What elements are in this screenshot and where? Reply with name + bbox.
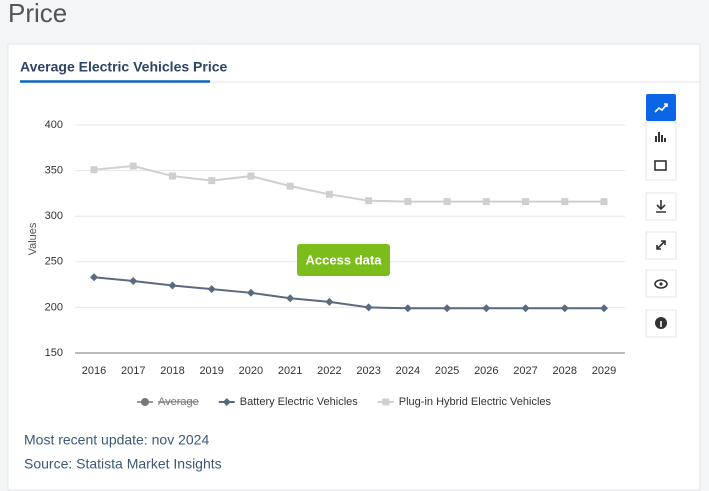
source-note: Source: Statista Market Insights: [24, 456, 222, 472]
series-line: [93, 276, 604, 310]
x-tick-label: 2024: [396, 365, 420, 377]
legend-label: Battery Electric Vehicles: [240, 396, 358, 408]
point: [364, 303, 373, 312]
page-title: Price: [8, 0, 67, 28]
table-button[interactable]: [654, 160, 667, 171]
point: [207, 285, 216, 294]
point: [443, 304, 452, 313]
y-tick-label: 150: [45, 347, 63, 359]
x-tick-label: 2021: [278, 365, 302, 377]
icon: [654, 279, 668, 289]
point: [600, 198, 608, 206]
plot: 150 200 250 300 350 400 2016 2017 2018 2019 2020 20…: [45, 119, 625, 408]
point: [246, 288, 255, 297]
point: [168, 172, 176, 180]
point: [482, 198, 490, 206]
x-tick-label: 2018: [160, 365, 184, 377]
point: [600, 304, 608, 313]
bar-chart-button[interactable]: [655, 132, 666, 142]
y-tick-label: 200: [45, 301, 63, 313]
point: [403, 304, 412, 313]
y-tick-label: 300: [45, 210, 63, 222]
point: [129, 162, 137, 170]
point: [561, 198, 569, 206]
legend-label: Plug-in Hybrid Electric Vehicles: [399, 396, 552, 408]
point: [443, 198, 451, 206]
y-tick-label: 400: [45, 119, 63, 131]
point: [521, 304, 530, 313]
legend-label: Average: [158, 396, 199, 408]
x-tick-label: 2019: [199, 365, 223, 377]
point: [365, 197, 373, 205]
point: [247, 172, 255, 180]
tab[interactable]: Average Electric Vehicles Price: [20, 59, 227, 75]
x-tick-label: 2017: [121, 365, 145, 377]
point: [482, 304, 491, 313]
point: [325, 190, 333, 198]
line-chart-button[interactable]: [646, 94, 676, 121]
x-tick-label: 2026: [474, 365, 498, 377]
point: [560, 304, 569, 313]
icon: [659, 282, 663, 286]
x-tick-label: 2027: [513, 365, 537, 377]
icon: [656, 240, 666, 250]
point: [286, 182, 294, 190]
point: [90, 273, 98, 282]
legend-marker: [141, 398, 149, 406]
access-data-label: Access data: [306, 252, 383, 267]
point: [522, 198, 530, 206]
download-button[interactable]: [645, 192, 677, 221]
point: [168, 281, 177, 290]
y-tick-label: 250: [45, 256, 63, 268]
button-group: [645, 121, 677, 181]
icon: [656, 200, 666, 213]
point: [208, 177, 216, 185]
x-tick-label: 2025: [435, 365, 459, 377]
point: [90, 166, 98, 174]
x-tick-label: 2016: [82, 365, 106, 377]
x-tick-label: 2023: [356, 365, 380, 377]
point: [129, 276, 138, 285]
x-tick-label: 2020: [239, 365, 263, 377]
legend-marker: [382, 398, 390, 406]
toolbar: [645, 94, 677, 338]
series-line: [93, 165, 604, 203]
update-note: Most recent update: nov 2024: [24, 432, 209, 448]
point: [325, 297, 334, 306]
x-tick-label: 2029: [592, 365, 616, 377]
legend-marker: [222, 398, 231, 406]
icon: [654, 103, 668, 113]
y-tick-label: 350: [45, 165, 63, 177]
access-data-button[interactable]: [297, 244, 390, 276]
x-tick-label: 2028: [553, 365, 577, 377]
point: [404, 198, 412, 206]
point: [286, 294, 295, 303]
y-axis-label: Values: [27, 222, 39, 255]
x-tick-label: 2022: [317, 365, 341, 377]
